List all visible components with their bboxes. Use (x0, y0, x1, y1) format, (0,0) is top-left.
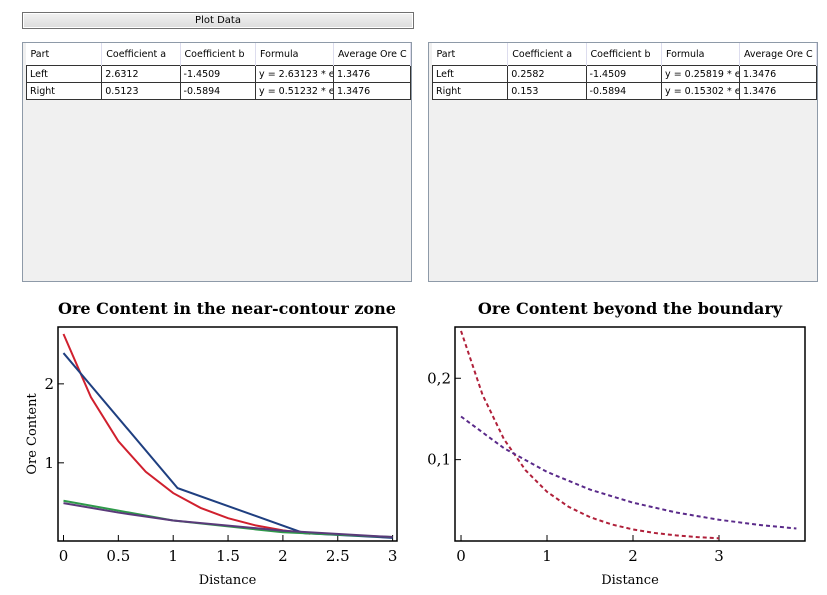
chart-title: Ore Content beyond the boundary (478, 299, 783, 318)
column-header[interactable]: Formula (661, 43, 740, 66)
table-cell[interactable]: y = 0.15302 * e (661, 82, 740, 100)
column-header[interactable]: Part (26, 43, 103, 66)
column-header[interactable]: Coefficient a (507, 43, 587, 66)
chart-title: Ore Content in the near-contour zone (58, 299, 396, 318)
line-series (460, 330, 720, 540)
table-panel: Part Coefficient a Coefficient b Formula Ave… (428, 42, 818, 282)
table-cell[interactable]: 0.153 (507, 82, 587, 100)
x-tick-label: 1 (168, 547, 178, 565)
table-cell[interactable]: 1.3476 (738, 65, 818, 83)
x-tick-label: 0 (456, 547, 466, 565)
table-cell[interactable]: 0.5123 (101, 82, 181, 100)
line-series (63, 499, 393, 539)
table-panel: Part Coefficient a Coefficient b Formula Ave… (22, 42, 412, 282)
data-table: Part Coefficient a Coefficient b Formula Ave… (25, 43, 412, 100)
y-tick-label: 2 (44, 375, 54, 393)
table-cell[interactable]: 1.3476 (332, 82, 412, 100)
table-cell[interactable]: y = 0.25819 * e (661, 65, 740, 83)
table-cell[interactable]: y = 0.51232 * e (255, 82, 334, 100)
y-tick-label: 1 (44, 454, 54, 472)
column-header[interactable]: Average Ore C (333, 43, 412, 66)
y-tick-label: 0,1 (427, 451, 451, 469)
table-cell[interactable]: -0.5894 (585, 82, 663, 100)
column-header[interactable]: Coefficient b (586, 43, 663, 66)
table-cell[interactable]: Left (25, 65, 103, 83)
line-series (62, 333, 311, 535)
x-tick-label: 2 (628, 547, 638, 565)
x-tick-label: 3 (714, 547, 724, 565)
column-header[interactable]: Coefficient a (101, 43, 181, 66)
x-tick-label: 2 (278, 547, 288, 565)
column-header[interactable]: Part (432, 43, 509, 66)
column-header[interactable]: Coefficient b (180, 43, 257, 66)
x-tick-label: 0 (59, 547, 69, 565)
y-axis-label: Ore Content (25, 393, 40, 475)
x-tick-label: 2.5 (326, 547, 350, 565)
table-cell[interactable]: 0.2582 (507, 65, 587, 83)
table-cell[interactable]: Left (431, 65, 509, 83)
x-tick-label: 0.5 (106, 547, 130, 565)
table-cell[interactable]: -0.5894 (179, 82, 257, 100)
line-series (63, 502, 393, 539)
x-axis-label: Distance (601, 573, 659, 588)
table-cell[interactable]: Right (25, 82, 103, 100)
table-cell[interactable]: y = 2.63123 * e (255, 65, 334, 83)
table-cell[interactable]: -1.4509 (179, 65, 257, 83)
plot-frame (454, 326, 806, 542)
line-series (460, 415, 797, 530)
table-cell[interactable]: 2.6312 (101, 65, 181, 83)
x-tick-label: 1 (542, 547, 552, 565)
plot-data-button[interactable]: Plot Data (22, 12, 414, 29)
table-cell[interactable]: 1.3476 (738, 82, 818, 100)
column-header[interactable]: Average Ore C (739, 43, 818, 66)
table-cell[interactable]: 1.3476 (332, 65, 412, 83)
data-table: Part Coefficient a Coefficient b Formula Ave… (431, 43, 818, 100)
table-cell[interactable]: -1.4509 (585, 65, 663, 83)
plot-frame (57, 326, 398, 542)
y-tick-label: 0,2 (427, 369, 451, 387)
x-tick-label: 3 (388, 547, 398, 565)
x-tick-label: 1.5 (216, 547, 240, 565)
line-series (62, 352, 393, 539)
x-axis-label: Distance (199, 573, 257, 588)
table-cell[interactable]: Right (431, 82, 509, 100)
column-header[interactable]: Formula (255, 43, 334, 66)
